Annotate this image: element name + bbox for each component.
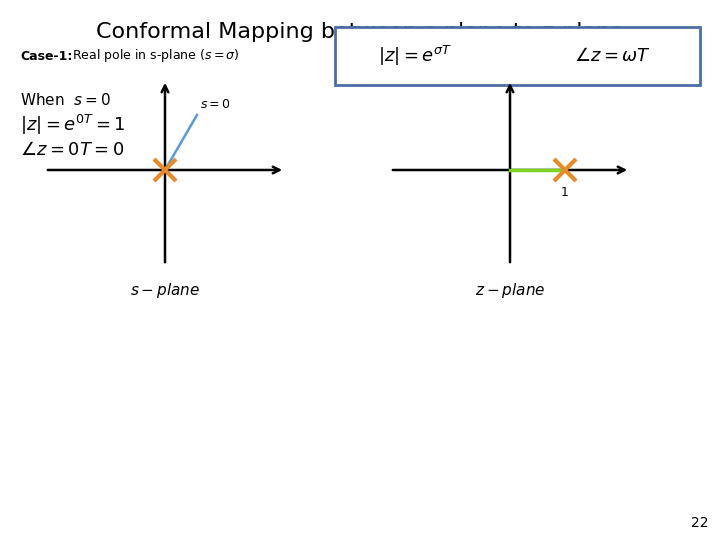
Text: $s = 0$: $s = 0$ xyxy=(200,98,231,111)
Text: $|z| = e^{0T} = 1$: $|z| = e^{0T} = 1$ xyxy=(20,113,125,137)
Text: 22: 22 xyxy=(690,516,708,530)
Bar xyxy=(335,27,700,85)
Text: Conformal Mapping between s-plane to z-plane: Conformal Mapping between s-plane to z-p… xyxy=(96,22,624,42)
Text: $|z| = e^{\sigma T}$: $|z| = e^{\sigma T}$ xyxy=(378,44,452,68)
Text: $\angle z = \omega T$: $\angle z = \omega T$ xyxy=(574,47,650,65)
Text: Real pole in s-plane ($s = \sigma$): Real pole in s-plane ($s = \sigma$) xyxy=(72,48,240,64)
Text: Case-1:: Case-1: xyxy=(20,50,73,63)
Text: $\angle z = 0T = 0$: $\angle z = 0T = 0$ xyxy=(20,141,125,159)
Text: $s - plane$: $s - plane$ xyxy=(130,280,200,300)
Text: $z - plane$: $z - plane$ xyxy=(474,280,545,300)
Text: 1: 1 xyxy=(561,186,569,199)
Text: When  $s = 0$: When $s = 0$ xyxy=(20,92,111,108)
